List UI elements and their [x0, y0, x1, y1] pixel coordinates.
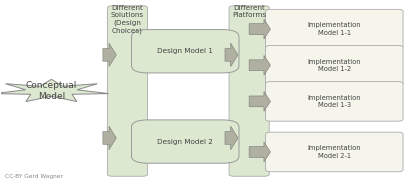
FancyBboxPatch shape	[131, 30, 239, 73]
Text: CC-BY Gerd Wagner: CC-BY Gerd Wagner	[5, 175, 63, 179]
FancyBboxPatch shape	[265, 9, 403, 49]
Polygon shape	[0, 79, 109, 102]
Polygon shape	[249, 142, 270, 162]
Text: Implementation
Model 1-1: Implementation Model 1-1	[308, 22, 361, 36]
Text: Design Model 1: Design Model 1	[158, 48, 213, 54]
Text: Design Model 2: Design Model 2	[158, 139, 213, 145]
Polygon shape	[249, 91, 270, 111]
FancyBboxPatch shape	[131, 120, 239, 163]
Text: Different
Solutions
(Design
Choices): Different Solutions (Design Choices)	[111, 5, 144, 34]
Polygon shape	[249, 55, 270, 75]
FancyBboxPatch shape	[265, 46, 403, 85]
FancyBboxPatch shape	[265, 82, 403, 121]
FancyBboxPatch shape	[107, 6, 147, 176]
Text: Different
Platforms: Different Platforms	[232, 5, 266, 18]
Polygon shape	[225, 126, 238, 150]
Text: Implementation
Model 1-2: Implementation Model 1-2	[308, 58, 361, 72]
Text: Conceptual
Model: Conceptual Model	[26, 81, 77, 101]
Polygon shape	[103, 126, 116, 150]
Polygon shape	[103, 43, 116, 67]
Text: Implementation
Model 1-3: Implementation Model 1-3	[308, 95, 361, 108]
FancyBboxPatch shape	[229, 6, 269, 176]
Polygon shape	[249, 19, 270, 39]
Text: Implementation
Model 2-1: Implementation Model 2-1	[308, 145, 361, 159]
Polygon shape	[225, 43, 238, 67]
FancyBboxPatch shape	[265, 132, 403, 172]
